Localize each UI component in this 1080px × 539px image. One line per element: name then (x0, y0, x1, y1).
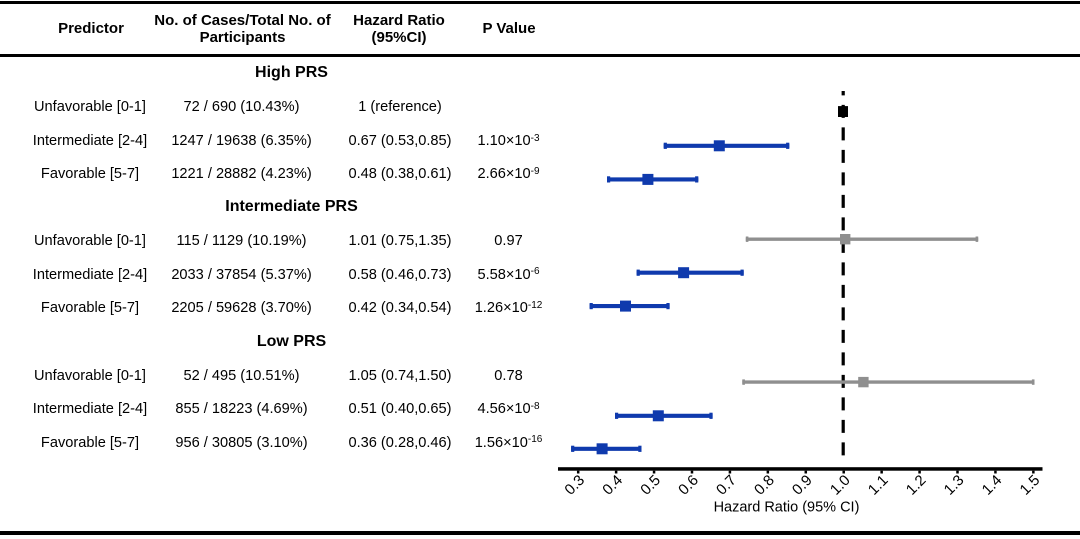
svg-text:0.4: 0.4 (599, 472, 626, 499)
svg-text:0.9: 0.9 (789, 472, 816, 499)
svg-text:1.4: 1.4 (979, 472, 1006, 499)
svg-text:0.5: 0.5 (637, 472, 664, 499)
svg-text:Hazard Ratio (95% CI): Hazard Ratio (95% CI) (714, 500, 860, 516)
svg-text:1.0: 1.0 (827, 472, 854, 499)
svg-text:0.6: 0.6 (675, 472, 702, 499)
svg-text:1.5: 1.5 (1017, 472, 1044, 499)
svg-text:1.2: 1.2 (903, 472, 930, 499)
svg-text:0.8: 0.8 (751, 472, 778, 499)
svg-text:1.1: 1.1 (865, 472, 892, 499)
svg-text:0.7: 0.7 (713, 472, 740, 499)
svg-text:1.3: 1.3 (941, 472, 968, 499)
svg-text:0.3: 0.3 (561, 472, 588, 499)
